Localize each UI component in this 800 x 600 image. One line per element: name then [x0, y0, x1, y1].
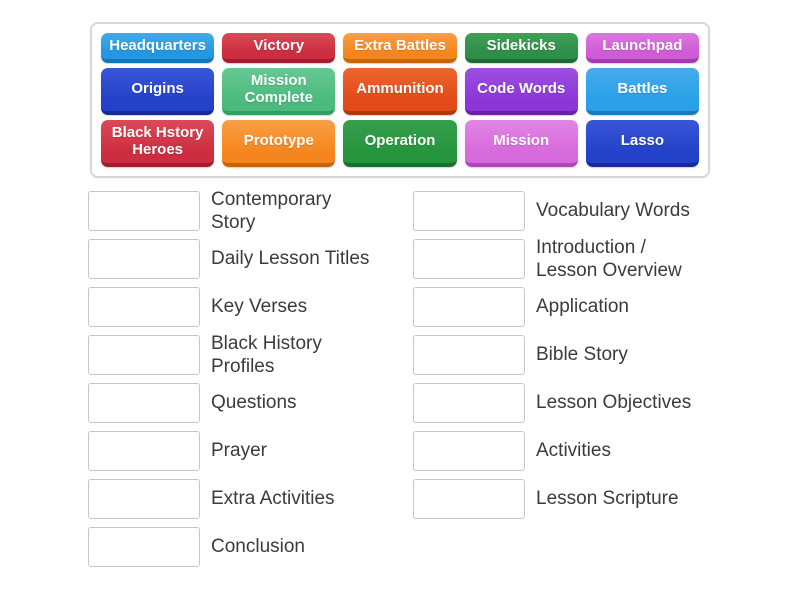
word-tile[interactable]: Launchpad [585, 33, 699, 64]
match-label: Prayer [211, 440, 267, 462]
answer-slot[interactable] [413, 431, 525, 471]
word-tile[interactable]: Sidekicks [464, 33, 578, 64]
word-tile[interactable]: Victory [222, 33, 336, 64]
word-tile[interactable]: Mission Complete [222, 68, 336, 116]
match-label: Bible Story [536, 344, 628, 366]
word-tile[interactable]: Headquarters [101, 33, 215, 64]
word-tile[interactable]: Battles [585, 68, 699, 116]
match-label: Conclusion [211, 536, 305, 558]
answer-slot[interactable] [88, 191, 200, 231]
match-label: Contemporary Story [211, 188, 332, 233]
word-bank-panel: Headquarters Victory Extra Battles Sidek… [90, 22, 710, 178]
word-tile[interactable]: Origins [101, 68, 215, 116]
match-label: Application [536, 296, 629, 318]
match-label: Daily Lesson Titles [211, 248, 370, 270]
word-tile[interactable]: Black Hstory Heroes [101, 120, 215, 167]
answer-slot[interactable] [413, 335, 525, 375]
match-row: Key Verses [88, 287, 369, 327]
word-tile[interactable]: Ammunition [343, 68, 457, 116]
word-tile[interactable]: Code Words [464, 68, 578, 116]
match-row: Daily Lesson Titles [88, 239, 369, 279]
word-tile[interactable]: Operation [343, 120, 457, 167]
match-row: Contemporary Story [88, 188, 369, 233]
match-label: Key Verses [211, 296, 308, 318]
answer-slot[interactable] [88, 431, 200, 471]
answer-slot[interactable] [88, 287, 200, 327]
match-row: Vocabulary Words [413, 191, 691, 231]
answer-slot[interactable] [88, 239, 200, 279]
word-tile[interactable]: Extra Battles [343, 33, 457, 64]
match-label: Questions [211, 392, 297, 414]
match-label: Lesson Objectives [536, 392, 692, 414]
answer-slot[interactable] [413, 383, 525, 423]
match-column-left: Contemporary Story Daily Lesson Titles K… [88, 188, 369, 567]
answer-slot[interactable] [413, 239, 525, 279]
match-row: Activities [413, 431, 691, 471]
answer-slot[interactable] [88, 527, 200, 567]
match-label: Vocabulary Words [536, 200, 690, 222]
match-row: Conclusion [88, 527, 369, 567]
match-label: Lesson Scripture [536, 488, 679, 510]
word-tile[interactable]: Mission [464, 120, 578, 167]
answer-slot[interactable] [88, 335, 200, 375]
match-row: Questions [88, 383, 369, 423]
answer-slot[interactable] [413, 191, 525, 231]
match-column-right: Vocabulary Words Introduction / Lesson O… [413, 191, 691, 519]
match-row: Lesson Scripture [413, 479, 691, 519]
answer-slot[interactable] [88, 383, 200, 423]
answer-slot[interactable] [88, 479, 200, 519]
match-label: Activities [536, 440, 611, 462]
match-row: Black History Profiles [88, 332, 369, 377]
answer-slot[interactable] [413, 479, 525, 519]
match-label: Extra Activities [211, 488, 335, 510]
word-tile[interactable]: Lasso [585, 120, 699, 167]
match-row: Prayer [88, 431, 369, 471]
match-row: Extra Activities [88, 479, 369, 519]
answer-slot[interactable] [413, 287, 525, 327]
match-label: Introduction / Lesson Overview [536, 236, 682, 281]
match-label: Black History Profiles [211, 332, 322, 377]
match-row: Introduction / Lesson Overview [413, 236, 691, 281]
word-tile[interactable]: Prototype [222, 120, 336, 167]
match-row: Lesson Objectives [413, 383, 691, 423]
match-row: Application [413, 287, 691, 327]
match-row: Bible Story [413, 335, 691, 375]
